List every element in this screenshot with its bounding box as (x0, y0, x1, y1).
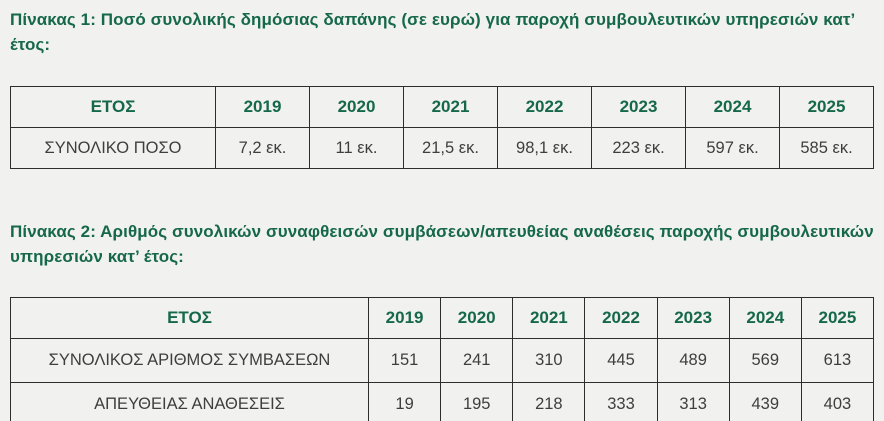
table2-cell: 333 (584, 381, 658, 421)
table2-cell: 310 (512, 337, 586, 383)
table1-cell: 21,5 εκ. (403, 127, 498, 170)
table2-header-year: 2024 (728, 296, 802, 339)
table2-header-year: 2022 (584, 296, 658, 339)
table2-cell: 439 (728, 381, 802, 421)
table1-cell: 223 εκ. (591, 127, 686, 170)
table2-cell: 195 (440, 381, 514, 421)
table1-header-year: 2020 (309, 86, 404, 129)
table2-data-row: ΑΠΕΥΘΕΙΑΣ ΑΝΑΘΕΣΕΙΣ 19 195 218 333 313 4… (10, 381, 875, 421)
table2-cell: 403 (800, 381, 875, 421)
table2-header-etos: ΕΤΟΣ (10, 296, 369, 339)
table2-cell: 489 (656, 337, 730, 383)
table2-header-year: 2025 (800, 296, 875, 339)
table2-data-row: ΣΥΝΟΛΙΚΟΣ ΑΡΙΘΜΟΣ ΣΥΜΒΑΣΕΩΝ 151 241 310 … (10, 337, 875, 383)
table1-title: Πίνακας 1: Ποσό συνολικής δημόσιας δαπάν… (10, 10, 855, 54)
table1-header-year: 2021 (403, 86, 498, 129)
table1-data-row: ΣΥΝΟΛΙΚΟ ΠΟΣΟ 7,2 εκ. 11 εκ. 21,5 εκ. 98… (10, 127, 874, 170)
table1-header-year: 2019 (215, 86, 310, 129)
table1-header-year: 2023 (591, 86, 686, 129)
table1-cell: 7,2 εκ. (215, 127, 310, 170)
table2-cell: 241 (440, 337, 514, 383)
table2-title: Πίνακας 2: Αριθμός συνολικών συναφθεισών… (10, 222, 874, 266)
table2-header-year: 2020 (440, 296, 514, 339)
table1-header-year: 2025 (779, 86, 874, 129)
table2-header-year: 2021 (512, 296, 586, 339)
table2-cell: 613 (800, 337, 875, 383)
table2-cell: 218 (512, 381, 586, 421)
table2-row-label: ΣΥΝΟΛΙΚΟΣ ΑΡΙΘΜΟΣ ΣΥΜΒΑΣΕΩΝ (10, 337, 369, 383)
table2: ΕΤΟΣ 2019 2020 2021 2022 2023 2024 2025 … (10, 296, 875, 421)
table2-header-row: ΕΤΟΣ 2019 2020 2021 2022 2023 2024 2025 (10, 296, 875, 339)
table1-row-label: ΣΥΝΟΛΙΚΟ ΠΟΣΟ (10, 127, 216, 170)
table2-cell: 19 (367, 381, 442, 421)
table2-cell: 445 (584, 337, 658, 383)
table1-cell: 98,1 εκ. (497, 127, 592, 170)
table2-cell: 151 (367, 337, 442, 383)
table2-header-year: 2023 (656, 296, 730, 339)
table1-header-year: 2022 (497, 86, 592, 129)
table1-cell: 597 εκ. (685, 127, 780, 170)
table1-header-etos: ΕΤΟΣ (10, 86, 216, 129)
table1-cell: 11 εκ. (309, 127, 404, 170)
table2-row-label: ΑΠΕΥΘΕΙΑΣ ΑΝΑΘΕΣΕΙΣ (10, 381, 369, 421)
table2-cell: 569 (728, 337, 802, 383)
table1: ΕΤΟΣ 2019 2020 2021 2022 2023 2024 2025 … (10, 86, 874, 170)
table1-header-row: ΕΤΟΣ 2019 2020 2021 2022 2023 2024 2025 (10, 86, 874, 129)
table1-header-year: 2024 (685, 86, 780, 129)
table1-cell: 585 εκ. (779, 127, 874, 170)
table2-header-year: 2019 (367, 296, 442, 339)
table2-cell: 313 (656, 381, 730, 421)
